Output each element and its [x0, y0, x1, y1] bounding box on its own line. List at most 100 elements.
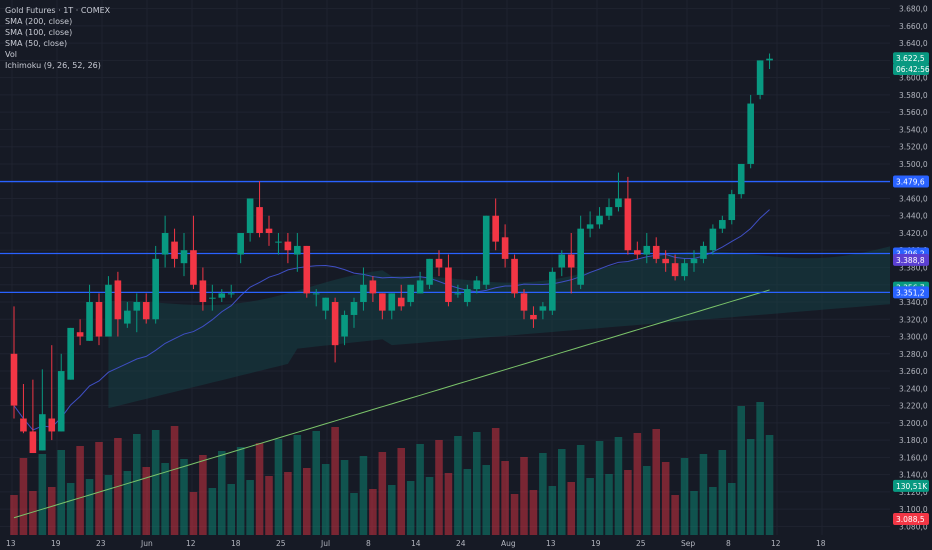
candle-body [615, 198, 622, 208]
volume-bar [303, 468, 311, 535]
y-tick-label: 3.220,0 [899, 402, 928, 411]
volume-bar [482, 465, 490, 535]
volume-bar [38, 454, 47, 535]
volume-bar [340, 460, 349, 535]
candle-body [294, 245, 301, 255]
level5-badge-bg [893, 286, 929, 299]
volume-bar [208, 488, 217, 535]
level1-badge: 3.479,6 [896, 178, 925, 187]
volume-bar [463, 469, 472, 535]
volume-bar [199, 455, 207, 535]
volume-bar [29, 491, 37, 535]
volume-bar [255, 443, 264, 535]
candle-body [246, 198, 254, 233]
sma50-line [13, 209, 770, 431]
volume-bar [236, 447, 245, 535]
volume-bar [19, 458, 28, 535]
candle-body [482, 215, 490, 285]
volume-bar [510, 494, 519, 535]
volume-bar [539, 453, 547, 535]
x-tick-label: 24 [456, 539, 466, 548]
volume-bar [737, 406, 745, 535]
volume-bar [180, 459, 188, 535]
volume-bar [142, 467, 150, 535]
x-tick-label: 18 [231, 539, 241, 548]
y-tick-label: 3.260,0 [899, 367, 928, 376]
y-tick-label: 3.420,0 [899, 229, 928, 238]
candle-body [728, 194, 736, 221]
candle-body [662, 258, 669, 264]
candle-body [284, 241, 292, 251]
volume-bar [680, 458, 689, 535]
volume-bar [416, 444, 424, 535]
volume-bar [331, 427, 339, 535]
y-tick-label: 3.300,0 [899, 333, 928, 342]
volume-bar [170, 426, 179, 535]
volume-bar [76, 446, 84, 535]
lower-badge: 3.088,5 [896, 515, 925, 524]
candle-body [416, 280, 424, 294]
volume-bar [473, 432, 481, 535]
price-badge-bg [893, 52, 929, 65]
volume-bar [633, 433, 642, 535]
volume-badge-bg [893, 479, 929, 492]
volume-bar [369, 489, 377, 535]
level5-badge: 3.351,2 [896, 288, 925, 297]
y-tick-label: 3.280,0 [899, 350, 928, 359]
candle-body [379, 293, 386, 311]
candle-body [737, 163, 745, 195]
volume-bar [425, 477, 434, 535]
volume-bar [227, 484, 235, 535]
y-tick-label: 3.140,0 [899, 471, 928, 480]
candle-body [209, 297, 216, 299]
countdown-badge-bg [893, 63, 929, 76]
x-tick-label: 8 [726, 539, 731, 548]
y-tick-label: 3.440,0 [899, 212, 928, 221]
volume-bar [435, 440, 443, 535]
candle-body [369, 280, 377, 294]
candle-body [700, 245, 707, 259]
candle-body [20, 418, 27, 432]
volume-bar [321, 464, 330, 535]
candle-body [549, 271, 556, 311]
level1-badge-bg [893, 175, 929, 188]
legend-title: Gold Futures · 1T · COMEX [5, 6, 111, 15]
candle-body [756, 60, 764, 95]
x-tick-label: 19 [591, 539, 601, 548]
candle-body [303, 245, 311, 294]
volume-bar [567, 482, 575, 535]
chart-legend: Gold Futures · 1T · COMEX SMA (200, clos… [5, 5, 110, 71]
volume-bar [350, 493, 358, 535]
x-tick-label: 8 [366, 539, 371, 548]
candle-body [558, 254, 566, 268]
volume-bar [548, 486, 557, 535]
volume-bar [284, 472, 292, 535]
candle-body [105, 284, 112, 337]
candle-body [464, 289, 471, 303]
candle-body [634, 250, 641, 255]
volume-bar [378, 452, 387, 535]
candle-body [539, 306, 547, 311]
volume-bar [661, 462, 670, 535]
volume-badge: 130,51K [896, 482, 928, 491]
volume-bar [614, 437, 623, 535]
candle-body [114, 280, 122, 320]
candle-body [690, 258, 698, 264]
legend-sma100: SMA (100, close) [5, 28, 73, 37]
y-tick-label: 3.500,0 [899, 160, 928, 169]
volume-bar [151, 430, 160, 535]
candle-body [766, 58, 773, 61]
candle-body [426, 258, 433, 285]
volume-bar [133, 434, 141, 535]
y-tick-label: 3.580,0 [899, 91, 928, 100]
candle-body [180, 250, 188, 264]
volume-bar [595, 441, 604, 535]
y-tick-label: 3.160,0 [899, 453, 928, 462]
candle-body [199, 280, 207, 303]
ichimoku-cloud [108, 240, 912, 409]
y-tick-label: 3.120,0 [899, 488, 928, 497]
volume-bar [643, 466, 651, 535]
x-tick-label: 25 [276, 539, 286, 548]
x-tick-label: 18 [816, 539, 826, 548]
